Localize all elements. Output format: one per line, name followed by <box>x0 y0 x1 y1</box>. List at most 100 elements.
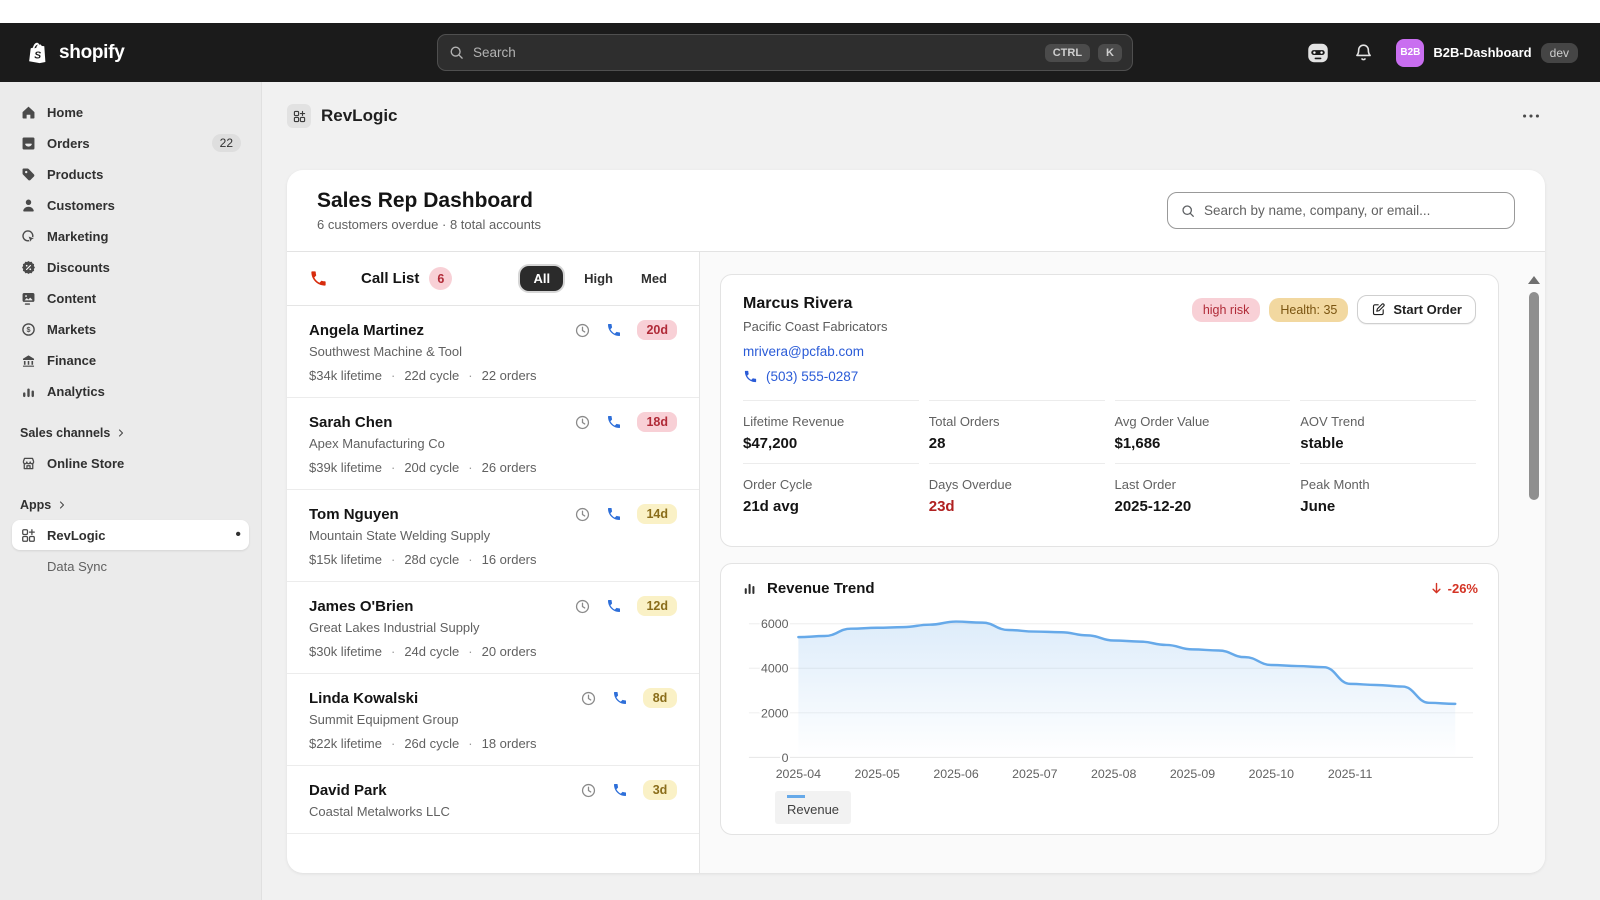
sidekick-icon[interactable] <box>1305 40 1331 66</box>
sidebar-item-marketing[interactable]: Marketing <box>12 221 249 251</box>
legend-swatch <box>787 795 805 798</box>
clock-icon <box>574 414 591 431</box>
stat-peak-month: Peak Month June <box>1300 463 1476 526</box>
customer-name: Angela Martinez <box>309 321 425 339</box>
dashboard-header: Sales Rep Dashboard 6 customers overdue … <box>287 170 1545 252</box>
sidebar-item-label: Discounts <box>47 259 110 275</box>
customer-name: Tom Nguyen <box>309 505 399 523</box>
phone-icon <box>612 782 628 798</box>
global-search[interactable]: CTRL K <box>437 34 1133 71</box>
stat-total-orders: Total Orders 28 <box>928 400 1105 463</box>
clock-icon <box>574 598 591 615</box>
detail-email-link[interactable]: mrivera@pcfab.com <box>743 344 864 359</box>
customer-search[interactable] <box>1167 192 1515 229</box>
call-list-row[interactable]: James O'Brien 12d Great Lakes Industrial S… <box>287 582 699 674</box>
scrollbar[interactable] <box>1528 276 1540 500</box>
call-list-row[interactable]: Sarah Chen 18d Apex Manufacturing Co $39k l… <box>287 398 699 490</box>
store-avatar: B2B <box>1396 38 1425 67</box>
phone-icon <box>606 506 622 522</box>
app-header: RevLogic <box>287 100 1542 132</box>
sidebar-item-finance[interactable]: Finance <box>12 345 249 375</box>
phone-icon <box>612 690 628 706</box>
call-list-row[interactable]: Angela Martinez 20d Southwest Machine & To… <box>287 306 699 398</box>
sidebar-item-products[interactable]: Products <box>12 159 249 189</box>
chevron-right-icon <box>56 499 68 511</box>
chevron-right-icon <box>115 427 127 439</box>
shopify-logo[interactable]: S shopify <box>26 40 125 66</box>
detail-customer-name: Marcus Rivera <box>743 295 853 312</box>
legend-label: Revenue <box>787 802 840 817</box>
svg-text:6000: 6000 <box>761 617 789 631</box>
stat-avg-order-value: Avg Order Value $1,686 <box>1114 400 1291 463</box>
sidebar-item-label: Marketing <box>47 228 109 244</box>
overdue-badge: 20d <box>637 320 677 340</box>
customer-search-input[interactable] <box>1204 203 1502 218</box>
customer-name: Sarah Chen <box>309 413 393 431</box>
data-sync-label: Data Sync <box>47 558 107 574</box>
sidebar-section-sales-channels[interactable]: Sales channels <box>20 426 241 440</box>
sidebar-item-home[interactable]: Home <box>12 97 249 127</box>
account-menu[interactable]: B2B B2B-Dashboard dev <box>1396 38 1578 67</box>
sidebar-item-data-sync[interactable]: Data Sync <box>12 552 249 580</box>
notifications-bell-icon[interactable] <box>1353 42 1374 63</box>
sidebar-item-discounts[interactable]: Discounts <box>12 252 249 282</box>
stat-value: stable <box>1300 435 1344 452</box>
chart-legend[interactable]: Revenue <box>775 791 852 824</box>
svg-text:2025-09: 2025-09 <box>1170 767 1215 781</box>
call-list-tabs: All High Med <box>517 266 677 291</box>
call-list-row[interactable]: Tom Nguyen 14d Mountain State Welding Supp… <box>287 490 699 582</box>
stat-label: Peak Month <box>1300 477 1370 492</box>
stat-value: 21d avg <box>743 498 799 515</box>
kbd-ctrl: CTRL <box>1044 43 1091 62</box>
stat-lifetime-revenue: Lifetime Revenue $47,200 <box>743 400 919 463</box>
topbar: S shopify CTRL K B2B B2B-Dashboard dev <box>0 23 1600 82</box>
sidebar: Home Orders 22 Products Customers Marketing Di… <box>0 82 262 900</box>
scrollbar-up-arrow[interactable] <box>1528 276 1540 284</box>
call-list-row[interactable]: Linda Kowalski 8d Summit Equipment Group $2… <box>287 674 699 766</box>
sidebar-item-analytics[interactable]: Analytics <box>12 376 249 406</box>
sidebar-nav: Home Orders 22 Products Customers Marketing Di… <box>0 97 261 406</box>
discounts-icon <box>20 259 37 276</box>
call-list-row[interactable]: David Park 3d Coastal Metalworks LLC <box>287 766 699 834</box>
sidebar-item-customers[interactable]: Customers <box>12 190 249 220</box>
orders-icon <box>20 135 37 152</box>
tab-all[interactable]: All <box>520 266 564 291</box>
stat-label: AOV Trend <box>1300 414 1365 429</box>
customer-company: Apex Manufacturing Co <box>309 436 445 451</box>
svg-text:$: $ <box>26 325 30 334</box>
start-order-button[interactable]: Start Order <box>1357 295 1476 324</box>
trend-delta: -26% <box>1429 581 1478 596</box>
scrollbar-thumb[interactable] <box>1529 292 1539 500</box>
clock-icon <box>580 782 597 799</box>
detail-phone-link[interactable]: (503) 555-0287 <box>743 369 888 384</box>
stat-label: Avg Order Value <box>1114 414 1210 429</box>
tab-med[interactable]: Med <box>631 266 677 291</box>
svg-text:2025-11: 2025-11 <box>1328 767 1373 781</box>
svg-text:2025-07: 2025-07 <box>1012 767 1057 781</box>
store-name: B2B-Dashboard <box>1433 45 1532 60</box>
stat-order-cycle: Order Cycle 21d avg <box>743 463 919 526</box>
sidebar-section-apps[interactable]: Apps <box>20 498 241 512</box>
sidebar-item-orders[interactable]: Orders 22 <box>12 128 249 158</box>
global-search-input[interactable] <box>473 45 1037 60</box>
search-icon <box>1180 203 1196 219</box>
svg-text:2025-04: 2025-04 <box>776 767 821 781</box>
home-icon <box>20 104 37 121</box>
start-order-label: Start Order <box>1393 302 1462 317</box>
tab-high[interactable]: High <box>574 266 623 291</box>
overflow-menu-icon[interactable] <box>1520 105 1542 127</box>
stat-last-order: Last Order 2025-12-20 <box>1114 463 1291 526</box>
sidebar-item-label: Content <box>47 290 97 306</box>
bar-chart-icon <box>741 580 758 597</box>
sidebar-item-markets[interactable]: $ Markets <box>12 314 249 344</box>
sidebar-item-revlogic[interactable]: RevLogic • <box>12 520 249 550</box>
shopify-bag-icon: S <box>26 40 52 66</box>
order-edit-icon <box>1371 302 1386 317</box>
sidebar-item-online-store[interactable]: Online Store <box>12 448 249 478</box>
customer-name: Linda Kowalski <box>309 689 419 707</box>
stat-label: Last Order <box>1114 477 1176 492</box>
app-grid-icon <box>20 527 37 544</box>
sidebar-item-content[interactable]: Content <box>12 283 249 313</box>
detail-stats-grid: Lifetime Revenue $47,200 Total Orders 28 Avg… <box>743 400 1476 526</box>
content-body: Call List 6 All High Med Angela Martinez 20… <box>287 252 1545 873</box>
